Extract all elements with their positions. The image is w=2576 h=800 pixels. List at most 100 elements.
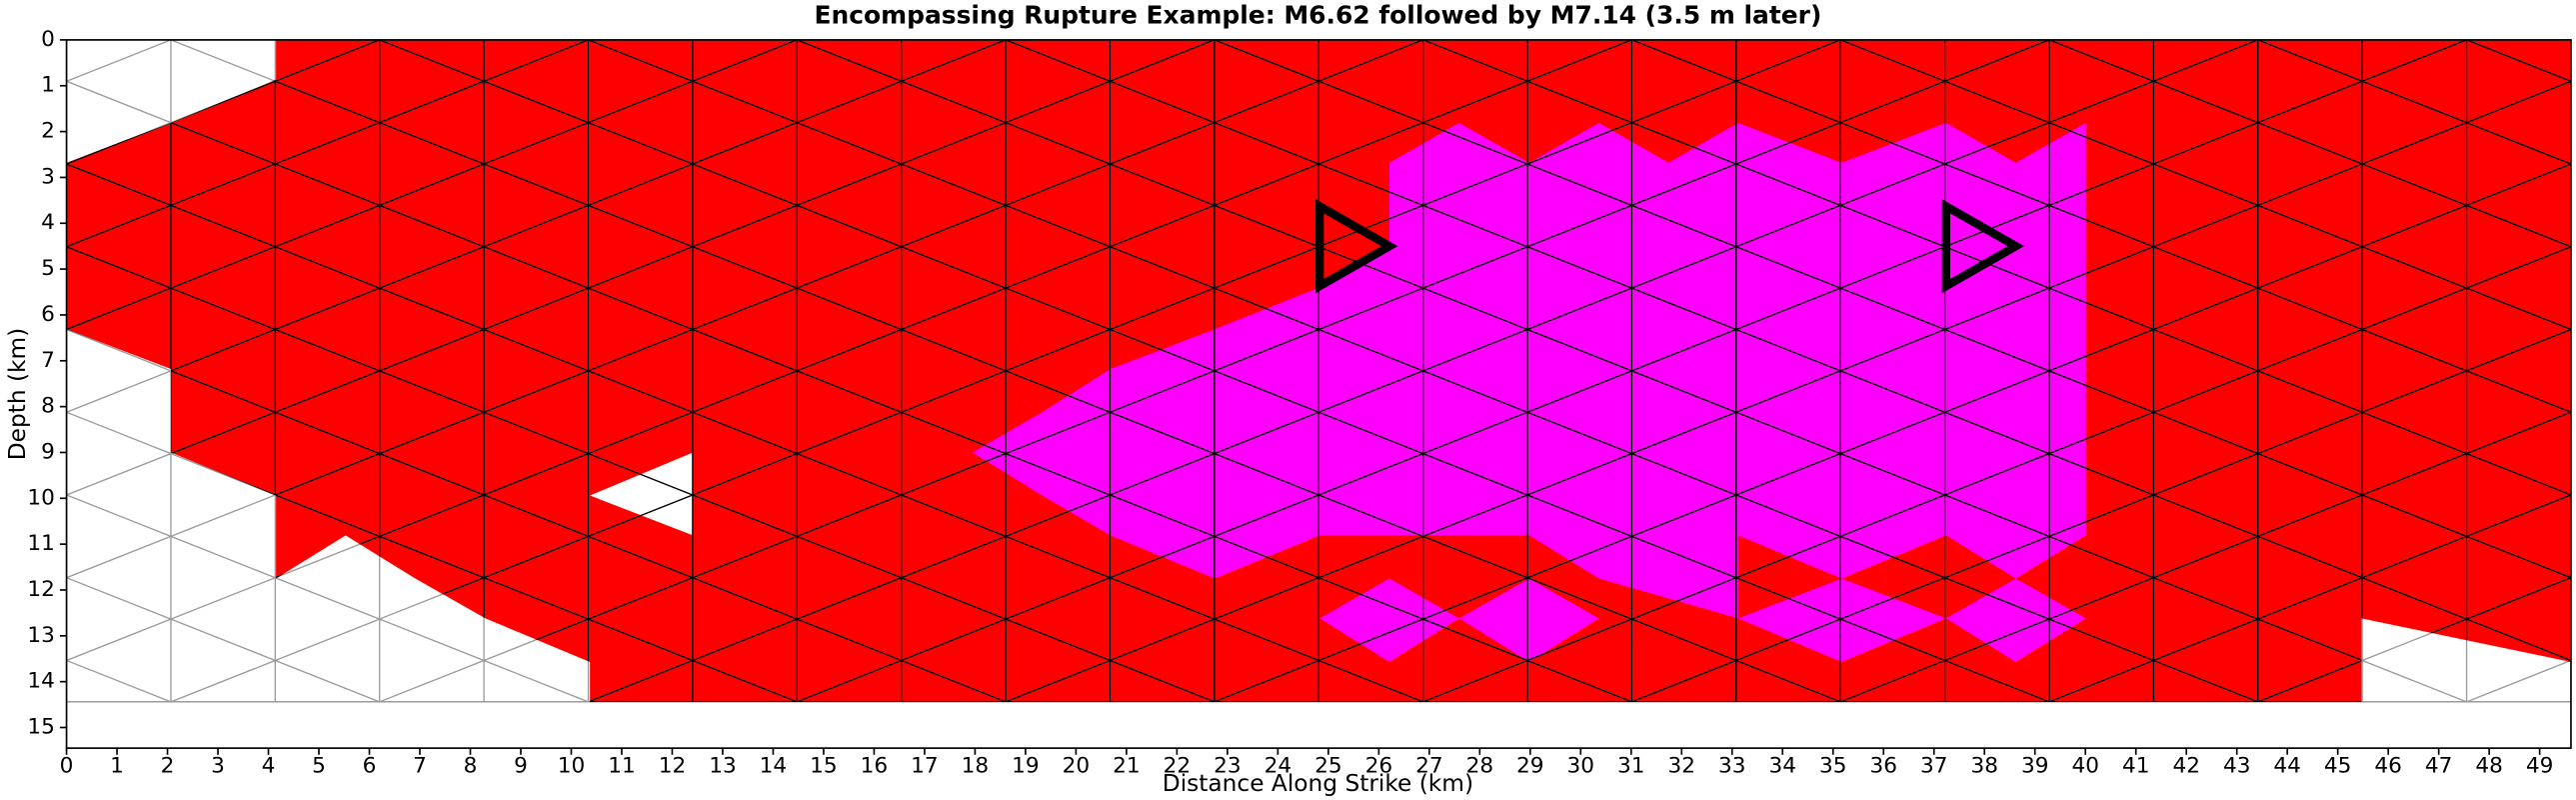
mesh-edge <box>379 659 485 703</box>
mesh-edge-dark <box>1110 328 1216 372</box>
y-tick-label: 15 <box>27 715 54 740</box>
mesh-edge-dark <box>483 39 589 82</box>
mesh-edge-dark <box>1318 204 1423 248</box>
mesh-edge-dark <box>1526 246 1632 289</box>
x-tick-label: 28 <box>1466 753 1494 778</box>
mesh-edge-dark <box>692 204 798 248</box>
mesh-edge-dark <box>1631 39 1737 82</box>
hypocenter-marker <box>1941 199 2025 294</box>
mesh-edge-dark <box>275 370 380 413</box>
mesh-edge <box>275 618 380 662</box>
mesh-edge-dark <box>170 370 276 413</box>
mesh-edge-dark <box>483 287 589 331</box>
mesh-edge-dark <box>1005 246 1111 289</box>
mesh-edge-dark <box>379 163 485 207</box>
mesh-edge-dark <box>1318 659 1423 702</box>
mesh-edge-dark <box>2048 494 2154 537</box>
mesh-edge-dark <box>275 452 380 496</box>
mesh-edge-dark <box>379 246 485 289</box>
x-tick-label: 49 <box>2526 753 2554 778</box>
mesh-edge-dark <box>1526 328 1632 372</box>
x-tick-label: 16 <box>861 753 889 778</box>
mesh-edge <box>66 577 172 620</box>
mesh-edge-dark <box>2048 328 2154 372</box>
mesh-edge-dark <box>483 246 589 289</box>
mesh-edge-dark <box>1944 659 2050 702</box>
mesh-edge-dark <box>1422 122 1528 165</box>
mesh-edge-dark <box>1318 618 1423 662</box>
mesh-edge <box>66 494 172 537</box>
mesh-edge-dark <box>1631 122 1737 165</box>
mesh-edge-dark <box>2466 370 2571 413</box>
mesh-edge-dark <box>901 411 1007 455</box>
mesh-edge-dark <box>275 328 380 372</box>
mesh-edge-dark <box>275 122 380 165</box>
mesh-edge-dark <box>2257 535 2363 579</box>
mesh-edge-dark <box>483 494 589 537</box>
mesh-edge-dark <box>1214 452 1319 496</box>
mesh-edge-dark <box>1944 535 2050 579</box>
mesh-edge-dark <box>2257 452 2363 496</box>
x-axis-label: Distance Along Strike (km) <box>1163 770 1473 797</box>
x-tick-label: 21 <box>1113 753 1141 778</box>
x-tick-label: 45 <box>2324 753 2352 778</box>
mesh-edge-dark <box>2153 577 2259 620</box>
mesh-edge-dark <box>1735 163 1841 207</box>
mesh-edge-dark <box>1422 328 1528 372</box>
mesh-edge-dark <box>2361 246 2467 289</box>
mesh-edge-dark <box>1422 287 1528 331</box>
x-tick-label: 19 <box>1012 753 1040 778</box>
mesh-edge-dark <box>379 39 485 82</box>
mesh-edge-dark <box>66 246 172 289</box>
mesh-edge-dark <box>2153 122 2259 165</box>
mesh-edge-dark <box>901 659 1007 702</box>
mesh-edge-dark <box>1839 163 1945 207</box>
mesh-edge-dark <box>1214 39 1319 82</box>
mesh-edge <box>66 659 172 703</box>
mesh-edge-dark <box>2048 287 2154 331</box>
mesh-edge-dark <box>2466 246 2571 289</box>
mesh-edge-dark <box>1526 122 1632 165</box>
mesh-edge-dark <box>2361 494 2467 537</box>
mesh-edge-dark <box>692 287 798 331</box>
mesh-edge-dark <box>275 287 380 331</box>
mesh-edge-dark <box>2257 618 2363 662</box>
y-tick-label: 7 <box>41 348 55 373</box>
mesh-edge-dark <box>1318 246 1423 289</box>
y-tick-label: 9 <box>41 439 55 464</box>
mesh-edge-dark <box>2153 204 2259 248</box>
mesh-edge-dark <box>692 659 798 702</box>
x-tick-label: 15 <box>810 753 838 778</box>
y-tick-label: 8 <box>41 394 55 419</box>
mesh-edge-dark <box>275 411 380 455</box>
rupture-region <box>1319 578 1599 662</box>
mesh-edge-dark <box>1318 494 1423 537</box>
mesh-edge-dark <box>1839 328 1945 372</box>
mesh-edge-dark <box>588 577 694 620</box>
mesh-edge-dark <box>1005 39 1111 82</box>
x-tick-label: 18 <box>962 753 990 778</box>
mesh-edge-dark <box>588 287 694 331</box>
mesh-edge-dark <box>1422 452 1528 496</box>
mesh-edge-dark <box>588 122 694 165</box>
x-tick-label: 5 <box>312 753 326 778</box>
rupture-region <box>590 452 694 536</box>
mesh-edge-dark <box>1631 618 1737 662</box>
mesh-edge-dark <box>1839 411 1945 455</box>
mesh-edge-dark <box>1318 370 1423 413</box>
mesh-edge-dark <box>379 535 485 579</box>
x-tick-label: 48 <box>2475 753 2503 778</box>
mesh-edge-dark <box>1214 494 1319 537</box>
x-tick-label: 12 <box>659 753 687 778</box>
mesh-edge-dark <box>275 163 380 207</box>
mesh-edge-dark <box>2466 163 2571 207</box>
mesh-edge-dark <box>2466 618 2571 662</box>
mesh-edge-dark <box>588 163 694 207</box>
mesh-edge <box>66 452 172 496</box>
x-tick-label: 30 <box>1567 753 1595 778</box>
mesh-edge-dark <box>2466 328 2571 372</box>
x-tick-label: 4 <box>262 753 276 778</box>
mesh-edge-dark <box>692 246 798 289</box>
x-tick-label: 35 <box>1819 753 1847 778</box>
